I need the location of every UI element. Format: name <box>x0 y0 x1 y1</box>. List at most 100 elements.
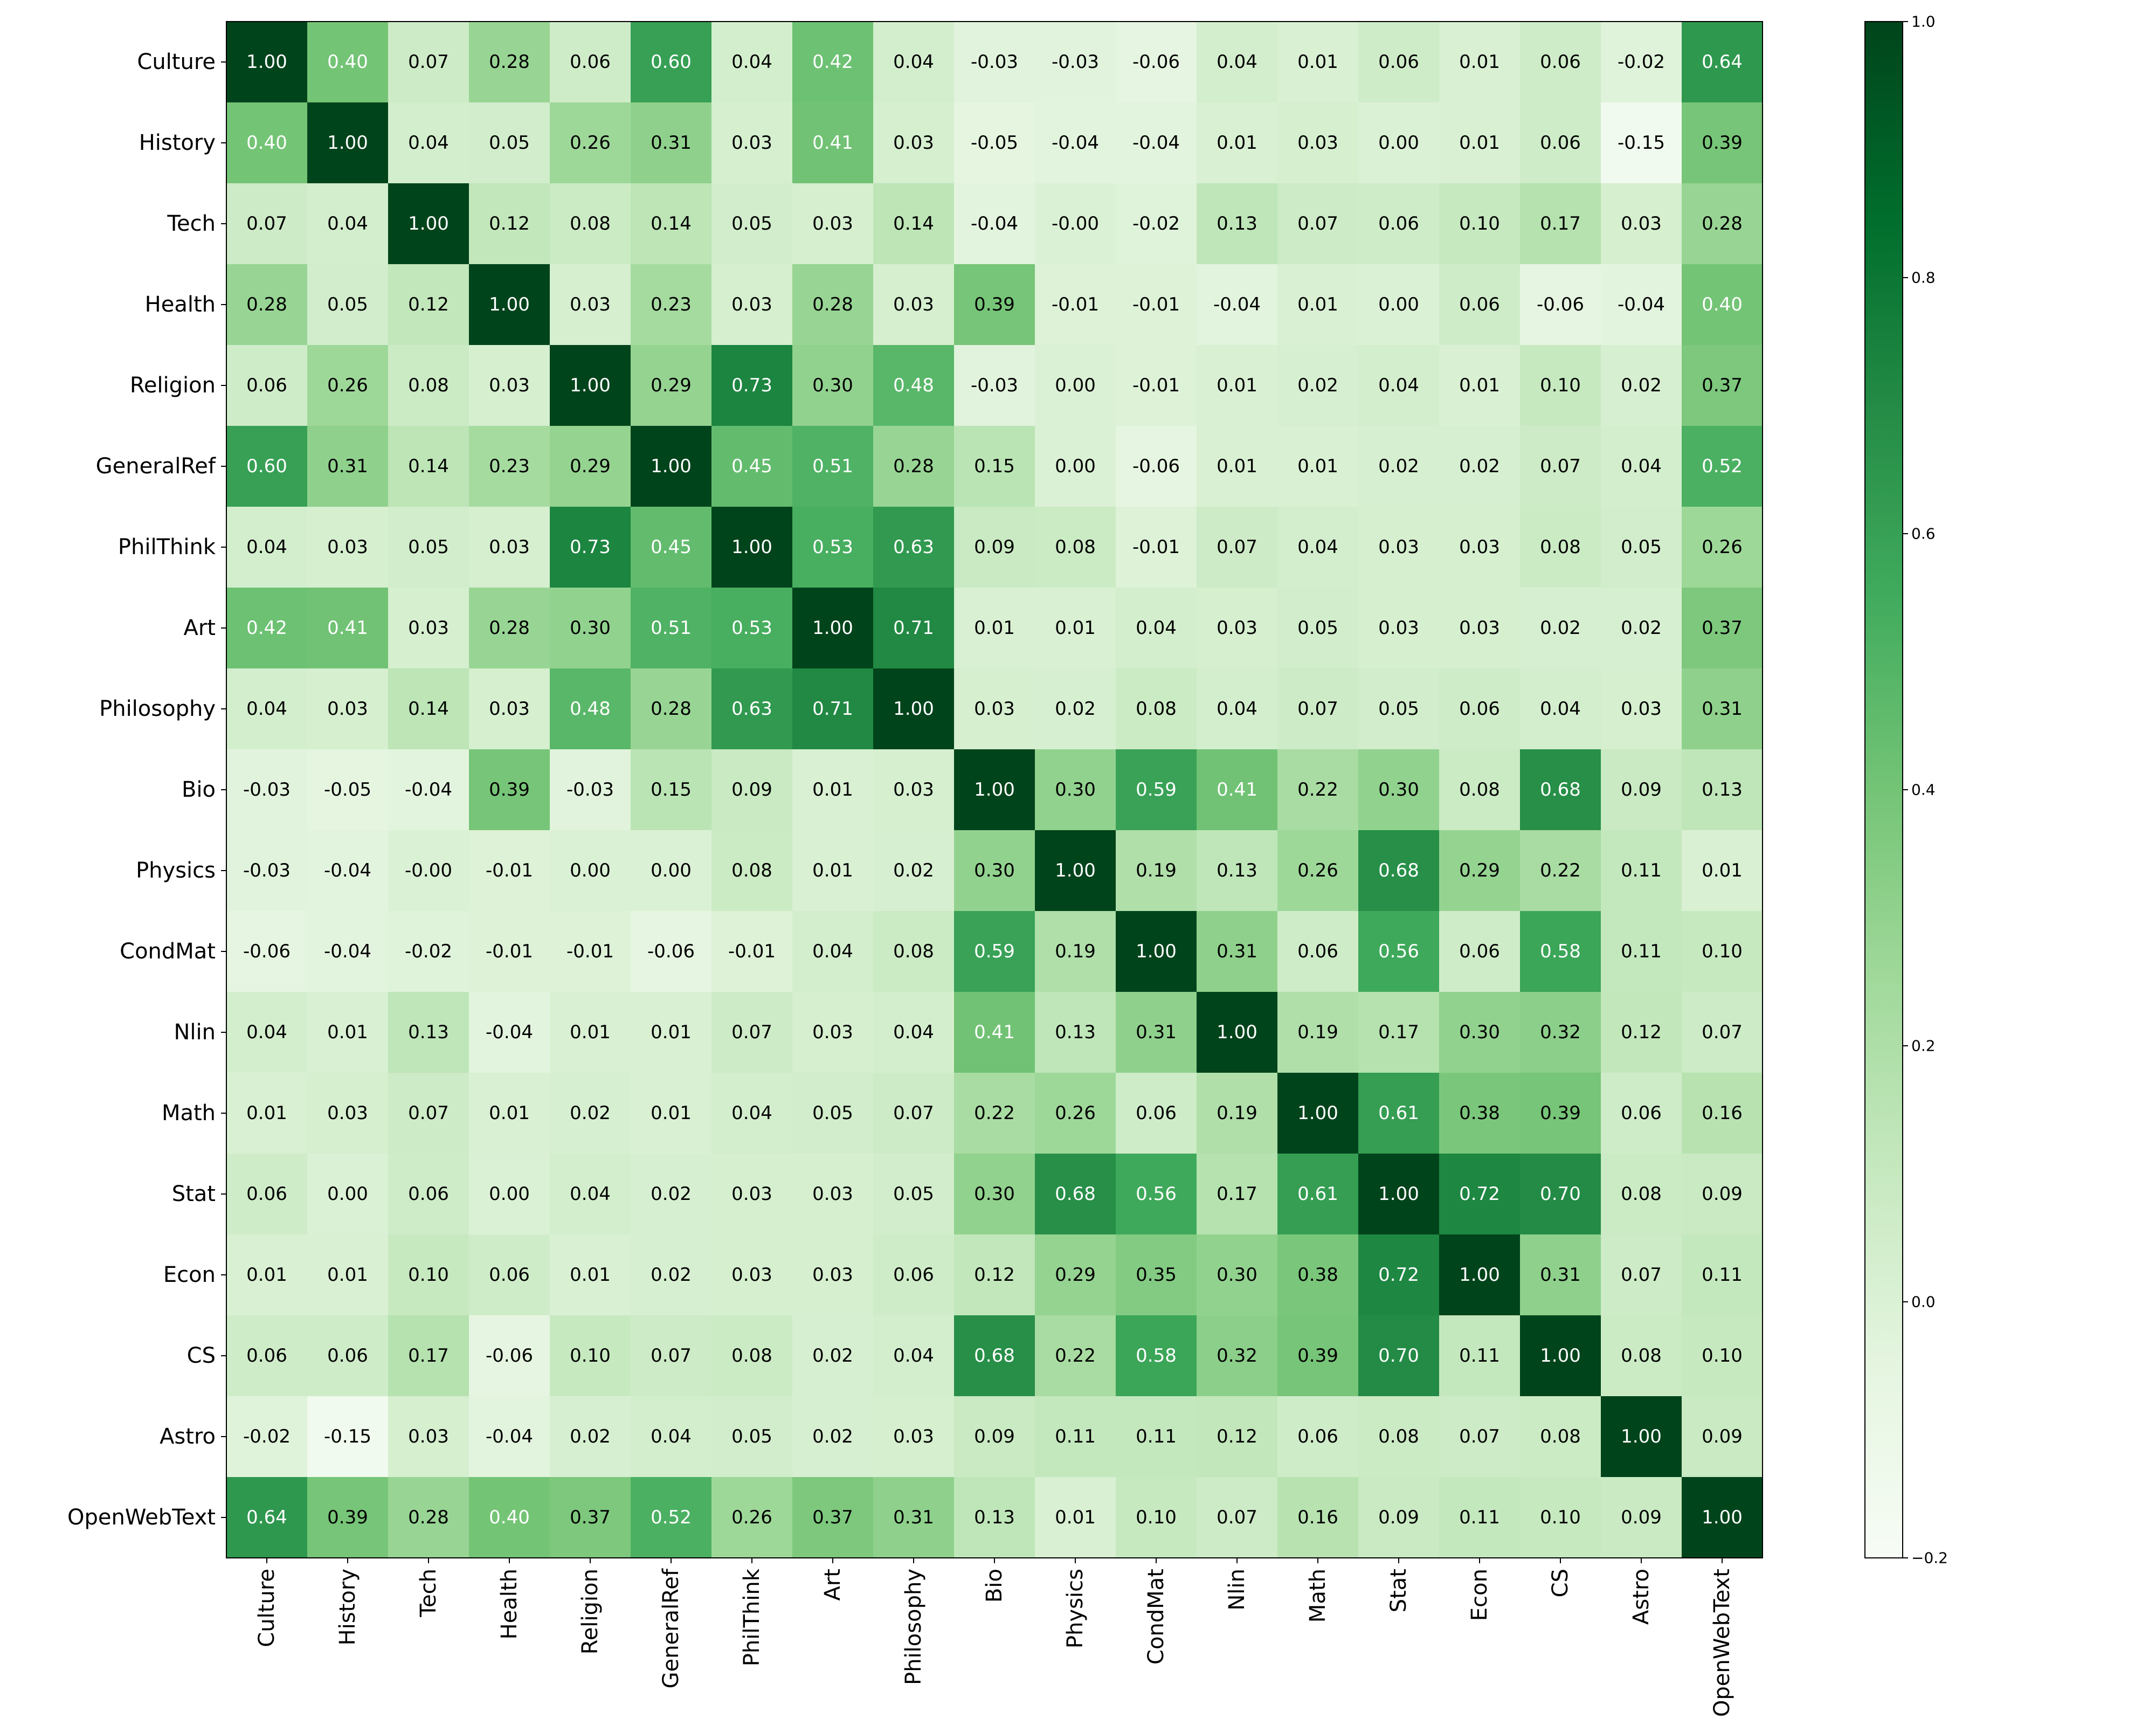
heatmap-cell <box>1358 1477 1440 1558</box>
heatmap-cell-value: 0.04 <box>893 51 934 73</box>
heatmap-cell-value: 0.09 <box>731 779 772 801</box>
heatmap-cell <box>388 1315 469 1397</box>
heatmap-cell <box>954 1234 1035 1316</box>
heatmap-cell-value: 0.13 <box>1217 213 1257 234</box>
heatmap-cell-value: 0.38 <box>1297 1264 1338 1286</box>
heatmap-cell-value: 0.01 <box>327 1264 368 1286</box>
heatmap-cell-value: 0.28 <box>812 294 853 315</box>
heatmap-cell <box>631 1234 712 1316</box>
heatmap-cell <box>1439 183 1521 265</box>
heatmap-cell-value: 0.71 <box>812 698 853 720</box>
heatmap-cell <box>792 830 874 912</box>
heatmap-cell <box>307 1073 389 1154</box>
heatmap-cell <box>873 588 955 669</box>
heatmap-cell <box>873 1396 955 1478</box>
heatmap-cell-value: -0.01 <box>566 941 614 962</box>
heatmap-cell <box>1520 992 1601 1073</box>
heatmap-cell-value: 0.08 <box>1540 1426 1581 1447</box>
heatmap-cell <box>954 668 1035 750</box>
heatmap-cell-value: 0.48 <box>570 698 611 720</box>
column-label: Econ <box>1467 1569 1492 1621</box>
heatmap-cell-value: 0.04 <box>1297 536 1338 558</box>
heatmap-cell-value: 1.00 <box>1297 1102 1338 1124</box>
heatmap-cell <box>550 992 631 1073</box>
heatmap-cell-value: 0.03 <box>408 617 449 639</box>
heatmap-cell-value: 0.68 <box>1378 860 1419 881</box>
heatmap-cell <box>1601 264 1682 346</box>
heatmap-cell-value: 0.29 <box>1459 860 1500 881</box>
heatmap-cell <box>1035 911 1116 992</box>
heatmap-cell-value: 0.09 <box>1378 1507 1419 1528</box>
heatmap-cell <box>1439 507 1521 588</box>
heatmap-cell-value: 0.02 <box>1459 456 1500 477</box>
heatmap-cell <box>1439 426 1521 507</box>
heatmap-cell <box>1116 1234 1197 1316</box>
heatmap-cell-value: 0.08 <box>408 375 449 396</box>
heatmap-cell-value: 0.70 <box>1540 1183 1581 1205</box>
heatmap-cell <box>226 183 308 265</box>
heatmap-cell <box>1277 668 1359 750</box>
heatmap-cell-value: 0.04 <box>246 536 287 558</box>
heatmap-cell-value: -0.04 <box>324 941 371 962</box>
heatmap-cell-value: 0.00 <box>1378 294 1419 315</box>
heatmap-cell <box>711 102 793 184</box>
heatmap-cell-value: 0.06 <box>1540 51 1581 73</box>
heatmap-cell <box>1682 992 1763 1073</box>
heatmap-cell-value: 0.31 <box>893 1507 934 1528</box>
heatmap-cell-value: 0.73 <box>731 375 772 396</box>
heatmap-cell <box>307 668 389 750</box>
heatmap-cell <box>1035 22 1116 103</box>
heatmap-cell <box>873 749 955 831</box>
heatmap-cell <box>631 1154 712 1235</box>
heatmap-cell-value: -0.00 <box>405 860 452 881</box>
heatmap-cell-value: 0.09 <box>1702 1426 1743 1447</box>
heatmap-cell-value: 0.08 <box>731 860 772 881</box>
heatmap-cell <box>1197 1396 1278 1478</box>
heatmap-cell <box>1601 183 1682 265</box>
heatmap-cell <box>792 264 874 346</box>
heatmap-cell <box>631 992 712 1073</box>
heatmap-cell <box>711 22 793 103</box>
heatmap-cell-value: 0.03 <box>731 1183 772 1205</box>
heatmap-cell-value: 0.03 <box>327 698 368 720</box>
heatmap-cell <box>1520 264 1601 346</box>
heatmap-cell <box>1520 1315 1601 1397</box>
heatmap-cell <box>873 426 955 507</box>
heatmap-cell <box>388 588 469 669</box>
heatmap-cell-value: 0.32 <box>1540 1022 1581 1043</box>
heatmap-cell-value: 0.00 <box>1378 132 1419 154</box>
heatmap-cell-value: 1.00 <box>812 617 853 639</box>
heatmap-cell-value: 0.00 <box>1055 456 1096 477</box>
heatmap-cell-value: 0.01 <box>1459 132 1500 154</box>
heatmap-cell <box>1358 426 1440 507</box>
heatmap-cell-value: 0.19 <box>1217 1102 1257 1124</box>
heatmap-cell-value: 0.05 <box>893 1183 934 1205</box>
heatmap-cell <box>792 911 874 992</box>
heatmap-cell <box>307 1396 389 1478</box>
heatmap-cell <box>1682 102 1763 184</box>
heatmap-cell-value: 0.06 <box>570 51 611 73</box>
heatmap-cell-value: 0.01 <box>1459 51 1500 73</box>
heatmap-cell-value: 0.02 <box>1378 456 1419 477</box>
heatmap-cell <box>1682 911 1763 992</box>
column-label: CondMat <box>1144 1569 1169 1665</box>
heatmap-cell <box>1277 992 1359 1073</box>
heatmap-cell-value: 0.03 <box>1297 132 1338 154</box>
heatmap-cell-value: 0.04 <box>1621 456 1662 477</box>
heatmap-cell <box>711 668 793 750</box>
heatmap-cell <box>469 1154 550 1235</box>
heatmap-cell <box>873 668 955 750</box>
heatmap-cell <box>1358 183 1440 265</box>
colorbar: −0.2 0.0 0.2 0.4 0.6 0.8 1.0 <box>1864 13 1948 1567</box>
heatmap-cell <box>1520 345 1601 426</box>
heatmap-cell-value: 0.60 <box>651 51 692 73</box>
heatmap-cell <box>307 588 389 669</box>
heatmap-cell-value: 0.07 <box>408 51 449 73</box>
heatmap-cell <box>226 1315 308 1397</box>
heatmap-cell-value: 1.00 <box>1540 1345 1581 1367</box>
heatmap-cell-value: 0.17 <box>1540 213 1581 234</box>
heatmap-cell <box>388 426 469 507</box>
heatmap-cell-value: 0.09 <box>974 536 1015 558</box>
heatmap-cell-value: 0.01 <box>1297 456 1338 477</box>
column-label: Tech <box>416 1569 441 1618</box>
